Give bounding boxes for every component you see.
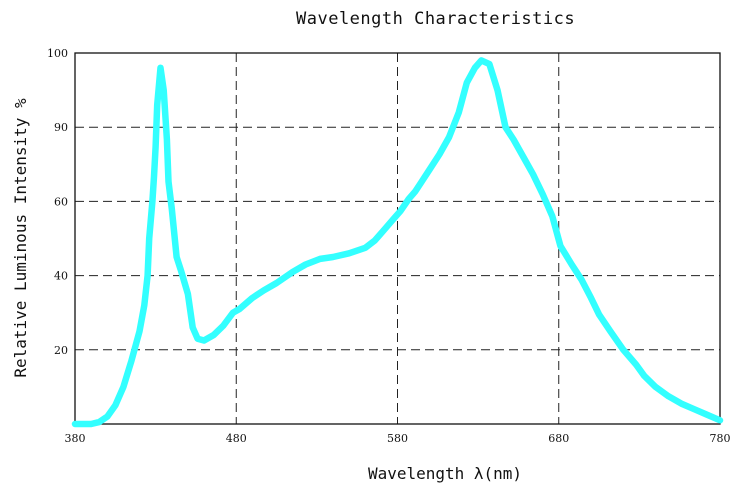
x-tick-label: 480 <box>226 432 247 445</box>
x-tick-label: 380 <box>65 432 86 445</box>
y-axis-label: Relative Luminous Intensity % <box>11 98 30 378</box>
y-tick-label: 20 <box>54 344 68 357</box>
x-axis-label: Wavelength λ(nm) <box>368 464 522 483</box>
x-tick-labels: 380 480 580 680 780 <box>65 432 730 445</box>
x-tick-label: 680 <box>548 432 569 445</box>
y-tick-labels: 20 40 60 90 100 <box>47 47 68 357</box>
y-tick-label: 60 <box>54 195 68 208</box>
plot-frame <box>74 52 721 425</box>
chart-title: Wavelength Characteristics <box>296 9 576 29</box>
x-tick-label: 780 <box>710 432 730 445</box>
y-tick-label: 100 <box>47 47 68 60</box>
y-tick-label: 40 <box>54 270 68 283</box>
y-tick-label: 90 <box>54 121 68 134</box>
x-tick-label: 580 <box>387 432 408 445</box>
series-line <box>71 57 724 428</box>
